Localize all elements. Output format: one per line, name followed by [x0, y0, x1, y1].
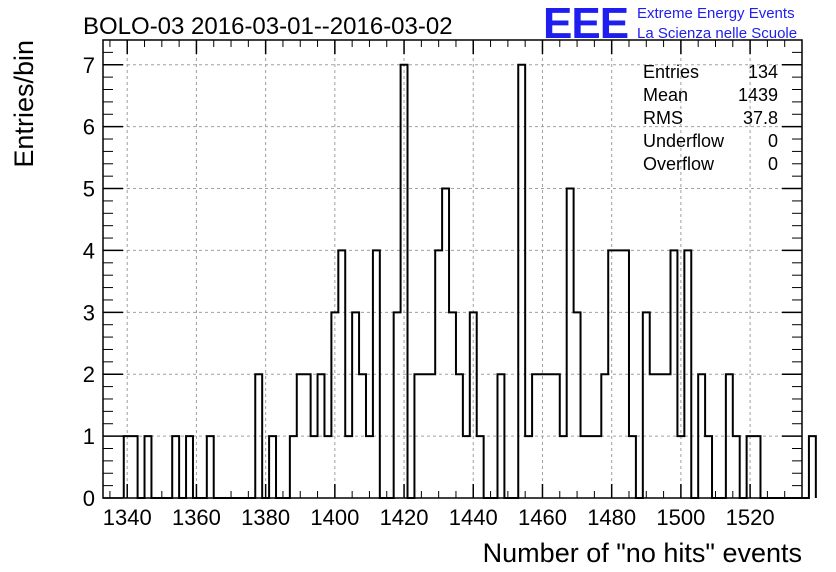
y-tick-label: 0	[83, 486, 95, 511]
x-tick-label: 1360	[172, 505, 221, 530]
x-tick-label: 1480	[587, 505, 636, 530]
stats-value: 0	[768, 154, 778, 174]
stats-label: Underflow	[643, 131, 725, 151]
x-tick-label: 1400	[310, 505, 359, 530]
stats-box: Entries 134 Mean 1439 RMS 37.8 Underflow 0 Overf…	[643, 62, 778, 174]
x-axis-label: Number of "no hits" events	[483, 538, 802, 568]
logo-line-1: Extreme Energy Events	[637, 5, 795, 22]
x-tick-labels: 1340 1360 1380 1400 1420 1440 1460 1480 1500 1520	[103, 505, 775, 530]
x-tick-label: 1380	[241, 505, 290, 530]
x-tick-label: 1520	[726, 505, 775, 530]
y-tick-label: 3	[83, 300, 95, 325]
y-axis-label: Entries/bin	[9, 40, 39, 168]
stats-value: 37.8	[743, 108, 778, 128]
stats-label: RMS	[643, 108, 683, 128]
stats-label: Entries	[643, 62, 699, 82]
x-tick-label: 1500	[656, 505, 705, 530]
grid-lines	[103, 40, 802, 498]
histogram-step-line	[122, 63, 817, 499]
plot-frame	[102, 39, 803, 499]
stats-value: 0	[768, 131, 778, 151]
y-tick-label: 7	[83, 53, 95, 78]
y-tick-label: 6	[83, 115, 95, 140]
stats-value: 1439	[738, 85, 778, 105]
stats-label: Mean	[643, 85, 688, 105]
x-tick-label: 1460	[518, 505, 567, 530]
y-tick-labels: 0 1 2 3 4 5 6 7	[83, 53, 95, 511]
y-tick-label: 4	[83, 238, 95, 263]
y-tick-label: 5	[83, 177, 95, 202]
y-tick-label: 1	[83, 424, 95, 449]
stats-value: 134	[748, 62, 778, 82]
logo-line-2: La Scienza nelle Scuole	[637, 25, 797, 42]
stats-label: Overflow	[643, 154, 715, 174]
x-tick-label: 1440	[449, 505, 498, 530]
x-tick-label: 1340	[103, 505, 152, 530]
chart-title: BOLO-03 2016-03-01--2016-03-02	[83, 13, 453, 40]
y-tick-label: 2	[83, 362, 95, 387]
x-tick-label: 1420	[380, 505, 429, 530]
eee-logo-icon: EEE	[543, 0, 628, 48]
axis-ticks	[103, 40, 803, 499]
